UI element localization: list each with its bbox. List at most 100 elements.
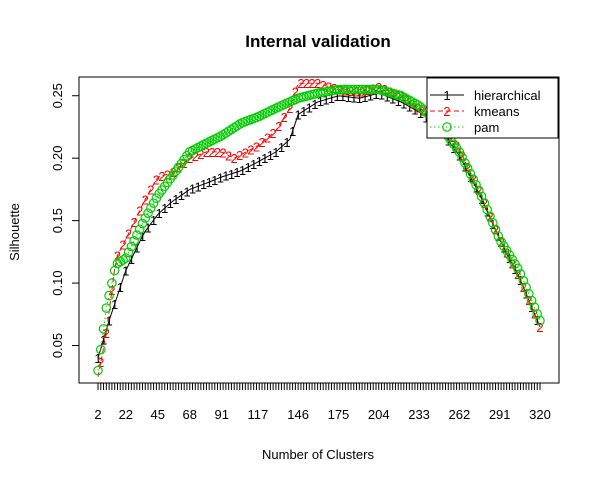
x-tick-label: 262	[449, 407, 471, 422]
data-point-hierarchical: 1	[211, 173, 218, 188]
data-point-hierarchical: 1	[194, 179, 201, 194]
chart-title: Internal validation	[245, 32, 390, 51]
data-point-pam	[521, 282, 531, 293]
legend-marker-hierarchical: 1	[443, 88, 450, 103]
data-point-kmeans: 2	[114, 248, 121, 263]
data-point-hierarchical: 1	[333, 89, 340, 104]
data-point-hierarchical: 1	[189, 181, 196, 196]
data-point-kmeans: 2	[164, 167, 171, 182]
legend-box	[426, 77, 559, 139]
data-point-hierarchical: 1	[278, 140, 285, 155]
data-point-kmeans: 2	[236, 148, 243, 163]
data-point-kmeans: 2	[475, 183, 482, 198]
data-point-pam	[479, 198, 490, 208]
data-point-hierarchical: 1	[206, 175, 213, 190]
x-tick-label: 22	[119, 407, 133, 422]
data-point-pam	[148, 198, 159, 208]
data-point-pam	[487, 218, 498, 228]
data-point-kmeans: 2	[320, 78, 327, 93]
data-point-pam	[93, 365, 103, 376]
data-point-pam	[146, 203, 156, 213]
data-point-kmeans: 2	[264, 131, 271, 146]
data-point-kmeans: 2	[119, 238, 126, 253]
data-point-hierarchical: 1	[467, 170, 474, 185]
y-axis-label: Silhouette	[7, 203, 22, 261]
data-point-kmeans: 2	[342, 83, 349, 98]
data-point-hierarchical: 1	[367, 88, 374, 103]
x-tick-label: 45	[151, 407, 165, 422]
data-point-hierarchical: 1	[217, 170, 224, 185]
x-axis-label: Number of Clusters	[262, 447, 374, 462]
data-point-kmeans: 2	[203, 145, 210, 160]
data-point-pam	[101, 303, 112, 313]
data-point-pam	[524, 289, 534, 299]
data-point-hierarchical: 1	[350, 91, 357, 106]
y-tick-label: 0.15	[50, 208, 65, 233]
data-point-hierarchical: 1	[133, 241, 140, 256]
data-point-hierarchical: 1	[244, 160, 251, 175]
data-point-kmeans: 2	[131, 215, 138, 230]
data-point-kmeans: 2	[103, 326, 110, 341]
x-tick-label: 68	[183, 407, 197, 422]
data-point-hierarchical: 1	[172, 192, 179, 207]
data-point-hierarchical: 1	[106, 314, 113, 329]
data-point-kmeans: 2	[97, 355, 104, 370]
data-point-pam	[460, 158, 470, 168]
data-point-pam	[493, 231, 504, 241]
data-point-kmeans: 2	[314, 76, 321, 91]
data-point-hierarchical: 1	[317, 94, 324, 109]
data-point-hierarchical: 1	[306, 100, 313, 115]
data-point-hierarchical: 1	[222, 169, 229, 184]
data-point-pam	[95, 344, 106, 355]
x-tick-label: 175	[328, 407, 350, 422]
data-point-pam	[485, 211, 495, 222]
data-point-kmeans: 2	[364, 83, 371, 98]
data-point-pam	[457, 152, 467, 163]
data-point-kmeans: 2	[536, 320, 543, 335]
data-point-hierarchical: 1	[311, 97, 318, 112]
data-point-hierarchical: 1	[178, 188, 185, 203]
data-point-kmeans: 2	[270, 126, 277, 141]
x-tick-label: 233	[408, 407, 430, 422]
legend-marker-kmeans: 2	[443, 104, 450, 119]
data-point-kmeans: 2	[231, 151, 238, 166]
data-point-hierarchical: 1	[322, 92, 329, 107]
data-point-kmeans: 2	[208, 145, 215, 160]
data-point-pam	[120, 253, 131, 263]
data-point-kmeans: 2	[158, 169, 165, 184]
data-point-pam	[134, 224, 145, 235]
data-point-pam	[490, 224, 501, 235]
data-point-hierarchical: 1	[328, 91, 335, 106]
legend-label-hierarchical: hierarchical	[474, 88, 541, 103]
x-tick-label: 117	[247, 407, 268, 422]
data-point-pam	[104, 290, 114, 301]
data-point-kmeans: 2	[370, 81, 377, 96]
y-axis: 0.05 0.10 0.15 0.20 0.25	[50, 83, 80, 358]
data-point-hierarchical: 1	[295, 107, 302, 122]
data-point-kmeans: 2	[531, 306, 538, 321]
y-tick-label: 0.10	[50, 270, 65, 295]
data-point-hierarchical: 1	[250, 157, 257, 172]
data-point-kmeans: 2	[520, 280, 527, 295]
data-point-kmeans: 2	[308, 76, 315, 91]
data-point-kmeans: 2	[125, 227, 132, 242]
data-point-pam	[137, 218, 148, 229]
data-point-hierarchical: 1	[372, 87, 379, 102]
data-point-kmeans: 2	[392, 87, 399, 102]
data-point-kmeans: 2	[275, 119, 282, 134]
x-tick-label: 146	[287, 407, 309, 422]
data-point-hierarchical: 1	[406, 100, 413, 115]
data-point-kmeans: 2	[486, 209, 493, 224]
data-point-hierarchical: 1	[128, 252, 135, 267]
data-point-hierarchical: 1	[345, 90, 352, 105]
legend-marker-pam	[442, 122, 452, 132]
data-point-kmeans: 2	[197, 147, 204, 162]
data-point-hierarchical: 1	[261, 151, 268, 166]
data-point-hierarchical: 1	[361, 90, 368, 105]
data-point-pam	[465, 169, 476, 179]
data-point-pam	[98, 324, 109, 334]
x-tick-label: 204	[368, 407, 390, 422]
data-point-kmeans: 2	[386, 84, 393, 99]
data-point-pam	[107, 278, 117, 288]
